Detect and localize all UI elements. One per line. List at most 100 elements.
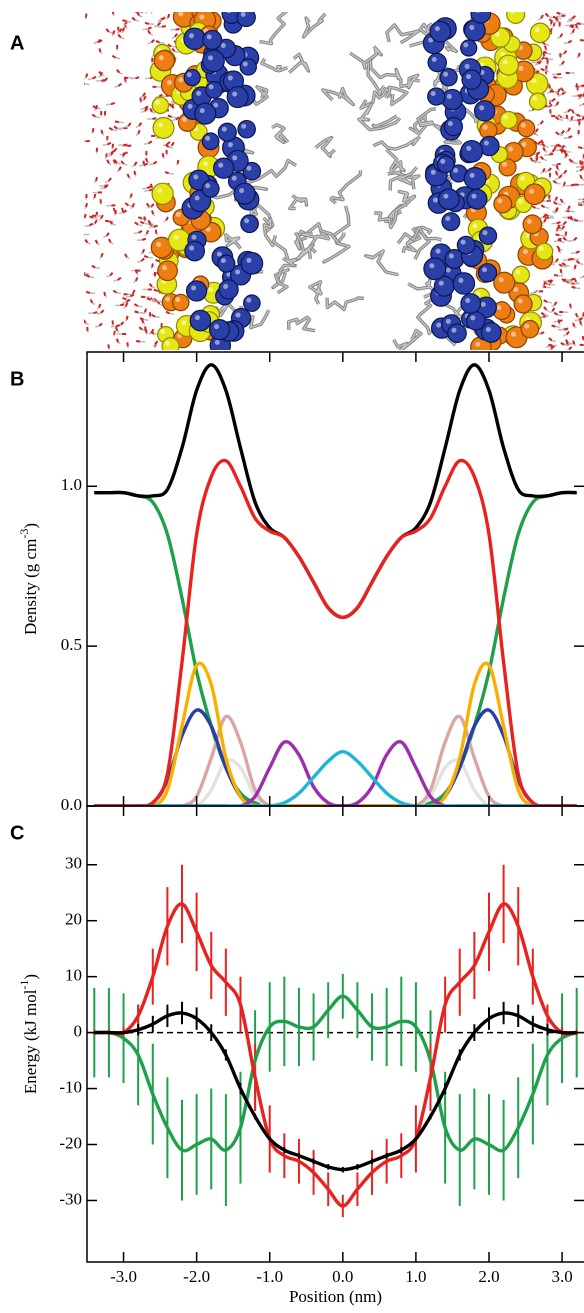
atom-shine: [162, 265, 168, 271]
water-bond: [150, 38, 155, 44]
x-tick-label: -1.0: [256, 1267, 283, 1286]
water-bond: [573, 277, 578, 283]
atom: [427, 52, 447, 73]
atom: [153, 50, 175, 72]
atom-shine: [466, 145, 472, 151]
lipid-tail-highlight: [288, 53, 310, 74]
water-bond: [118, 28, 123, 33]
water-bond: [143, 142, 149, 145]
lipid-tail-highlight: [385, 86, 409, 106]
water-bond: [562, 265, 568, 268]
panel-label: C: [10, 822, 24, 844]
water-bond: [101, 79, 106, 82]
atom-shine: [508, 146, 514, 152]
water-bond: [107, 154, 112, 158]
water-bond: [144, 157, 149, 163]
water-bond: [123, 163, 128, 166]
atom: [493, 194, 513, 214]
water-bond: [577, 97, 581, 100]
water-bond: [581, 335, 584, 341]
water-bond: [171, 45, 176, 48]
water-bond: [87, 242, 91, 245]
atom-shine: [235, 269, 241, 275]
lipid-tail-highlight: [400, 74, 421, 88]
water-bond: [529, 157, 534, 162]
water-bond: [559, 268, 563, 274]
water-bond: [560, 172, 565, 176]
lipid-tail-highlight: [393, 329, 422, 350]
water-bond: [155, 258, 160, 263]
plot-frame: [86, 805, 584, 1263]
water-bond: [91, 113, 97, 118]
atom-shine: [194, 315, 200, 321]
x-axis-label: Position (nm): [289, 1287, 382, 1306]
water-bond: [150, 299, 156, 302]
water-bond: [162, 156, 166, 160]
water-bond: [86, 330, 89, 333]
water-bond: [144, 233, 148, 237]
water-bond: [555, 101, 560, 106]
water-bond: [126, 173, 130, 178]
water-bond: [92, 197, 95, 200]
water-bond: [98, 322, 103, 327]
water-bond: [154, 340, 159, 345]
water-bond: [107, 238, 112, 244]
x-tick-label: 3.0: [551, 1267, 572, 1286]
water-bond: [150, 203, 155, 208]
atom: [205, 81, 223, 99]
atom-shine: [432, 197, 438, 203]
water-bond: [560, 341, 565, 346]
water-bond: [570, 183, 576, 187]
water-bond: [144, 189, 150, 192]
atom: [218, 279, 239, 300]
water-bond: [563, 90, 567, 93]
water-bond: [108, 347, 111, 350]
water-bond: [84, 224, 90, 228]
atom-shine: [218, 162, 224, 168]
atom-shine: [227, 75, 233, 81]
water-bond: [579, 202, 584, 205]
atom: [243, 294, 261, 312]
water-bond: [557, 314, 563, 317]
atom-shine: [246, 165, 252, 171]
lipid-tail-highlight: [320, 229, 351, 263]
water-bond: [125, 26, 128, 30]
water-bond: [144, 105, 149, 110]
water-bond: [540, 171, 544, 174]
atom-shine: [428, 37, 434, 43]
water-bond: [570, 116, 574, 121]
water-bond: [127, 144, 132, 148]
water-bond: [565, 348, 569, 350]
atom: [194, 102, 217, 125]
water-bond: [551, 97, 556, 102]
lipid-tail-highlight: [365, 249, 399, 276]
water-bond: [573, 112, 578, 116]
water-bond: [109, 271, 114, 277]
water-bond: [155, 233, 158, 236]
water-bond: [94, 219, 98, 224]
atom-shine: [538, 246, 544, 252]
atom: [151, 96, 170, 115]
atom-shine: [240, 12, 246, 17]
water-bond: [553, 240, 559, 243]
water-bond: [137, 224, 143, 227]
atom-shine: [189, 245, 195, 251]
water-bond: [536, 161, 542, 164]
lipid-tail-highlight: [315, 136, 336, 157]
water-bond: [577, 93, 582, 97]
series-line: [94, 1011, 577, 1172]
water-bond: [561, 185, 565, 188]
y-tick-label: 1.0: [61, 475, 82, 494]
water-bond: [108, 220, 114, 225]
water-bond: [150, 12, 153, 14]
water-bond: [107, 177, 112, 182]
water-bond: [555, 258, 559, 263]
water-bond: [545, 48, 549, 52]
x-tick-label: -2.0: [183, 1267, 210, 1286]
atom: [201, 132, 220, 151]
water-bond: [579, 38, 584, 42]
water-bond: [99, 256, 102, 260]
water-bond: [125, 298, 131, 303]
series-line: [94, 661, 577, 806]
atom-shine: [502, 161, 508, 167]
